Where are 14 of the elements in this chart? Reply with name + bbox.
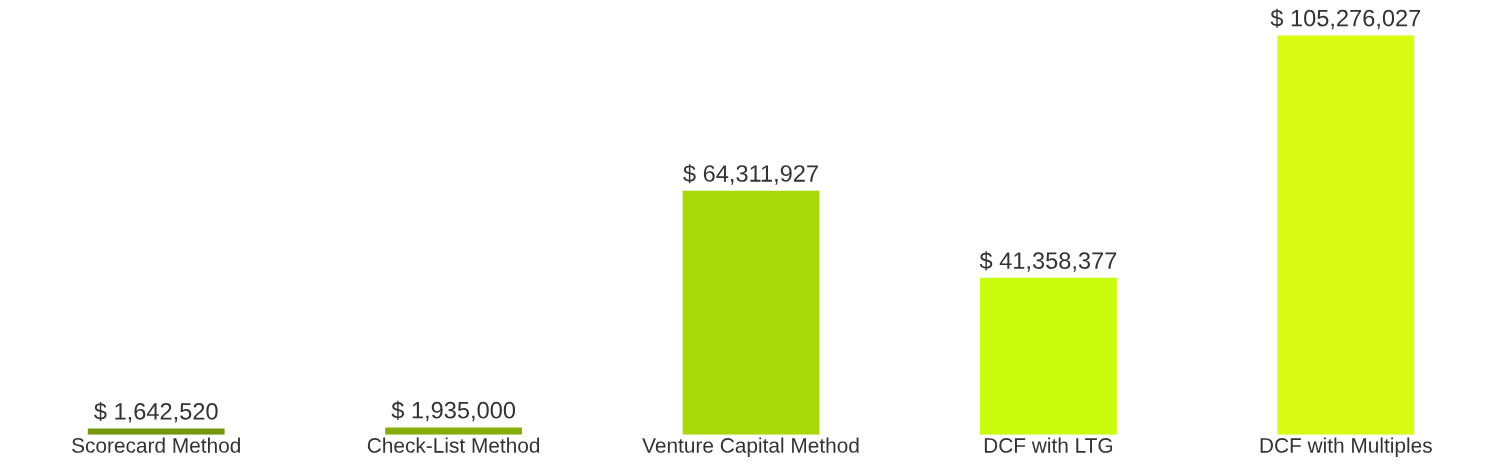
data-label: $ 64,311,927 [683, 164, 818, 185]
bar [682, 190, 820, 435]
bar [385, 427, 523, 435]
data-label: $ 1,642,520 [94, 401, 218, 423]
x-tick-label: DCF with Multiples [1260, 437, 1432, 457]
x-tick-label: Scorecard Method [72, 437, 240, 453]
data-label: $ 105,276,027 [1270, 8, 1421, 30]
x-tick-label: DCF with LTG [984, 437, 1113, 453]
x-tick-label: Check-List Method [367, 437, 540, 453]
bar [1277, 35, 1415, 435]
data-label: $ 1,935,000 [391, 400, 516, 422]
x-tick-label: Venture Capital Method [642, 437, 859, 457]
bar [979, 277, 1117, 435]
data-label: $ 41,358,377 [979, 251, 1117, 272]
